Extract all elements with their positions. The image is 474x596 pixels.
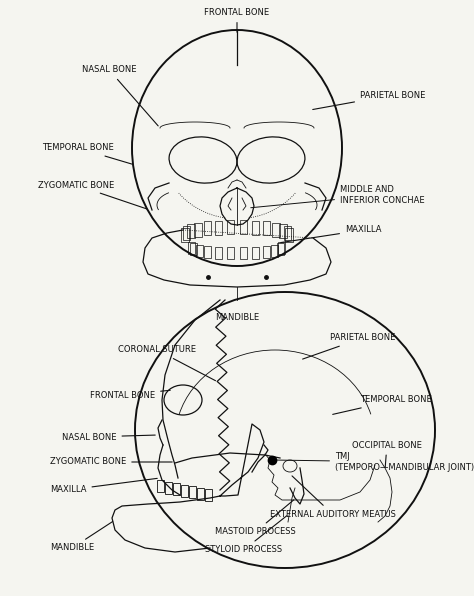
Text: FRONTAL BONE: FRONTAL BONE <box>90 390 170 399</box>
Text: PARIETAL BONE: PARIETAL BONE <box>313 91 425 110</box>
Text: EXTERNAL AUDITORY MEATUS: EXTERNAL AUDITORY MEATUS <box>270 476 396 519</box>
Text: ZYGOMATIC BONE: ZYGOMATIC BONE <box>38 181 147 209</box>
Text: TMJ
(TEMPORO—MANDIBULAR JOINT): TMJ (TEMPORO—MANDIBULAR JOINT) <box>275 452 474 471</box>
Bar <box>197 488 204 499</box>
Text: CORONAL SUTURE: CORONAL SUTURE <box>118 346 216 381</box>
Text: MANDIBLE: MANDIBLE <box>50 522 113 552</box>
Text: STYLOID PROCESS: STYLOID PROCESS <box>205 516 287 554</box>
Text: TEMPORAL BONE: TEMPORAL BONE <box>42 144 132 164</box>
Bar <box>189 486 196 498</box>
Text: TEMPORAL BONE: TEMPORAL BONE <box>333 396 432 414</box>
Text: PARIETAL BONE: PARIETAL BONE <box>302 334 395 359</box>
Text: FRONTAL BONE: FRONTAL BONE <box>204 8 270 32</box>
Bar <box>165 482 172 493</box>
Text: ZYGOMATIC BONE: ZYGOMATIC BONE <box>50 458 172 467</box>
Text: MIDDLE AND
INFERIOR CONCHAE: MIDDLE AND INFERIOR CONCHAE <box>251 185 425 208</box>
Text: MANDIBLE: MANDIBLE <box>215 313 259 322</box>
Text: NASAL BONE: NASAL BONE <box>62 433 155 442</box>
Text: OCCIPITAL BONE: OCCIPITAL BONE <box>352 440 422 467</box>
Text: NASAL BONE: NASAL BONE <box>82 66 158 126</box>
Text: MAXILLA: MAXILLA <box>281 225 382 243</box>
Text: MASTOID PROCESS: MASTOID PROCESS <box>215 500 296 536</box>
Bar <box>181 485 188 496</box>
Bar <box>173 483 180 495</box>
Bar <box>157 480 164 492</box>
Text: MAXILLA: MAXILLA <box>50 479 157 495</box>
Bar <box>205 489 212 501</box>
